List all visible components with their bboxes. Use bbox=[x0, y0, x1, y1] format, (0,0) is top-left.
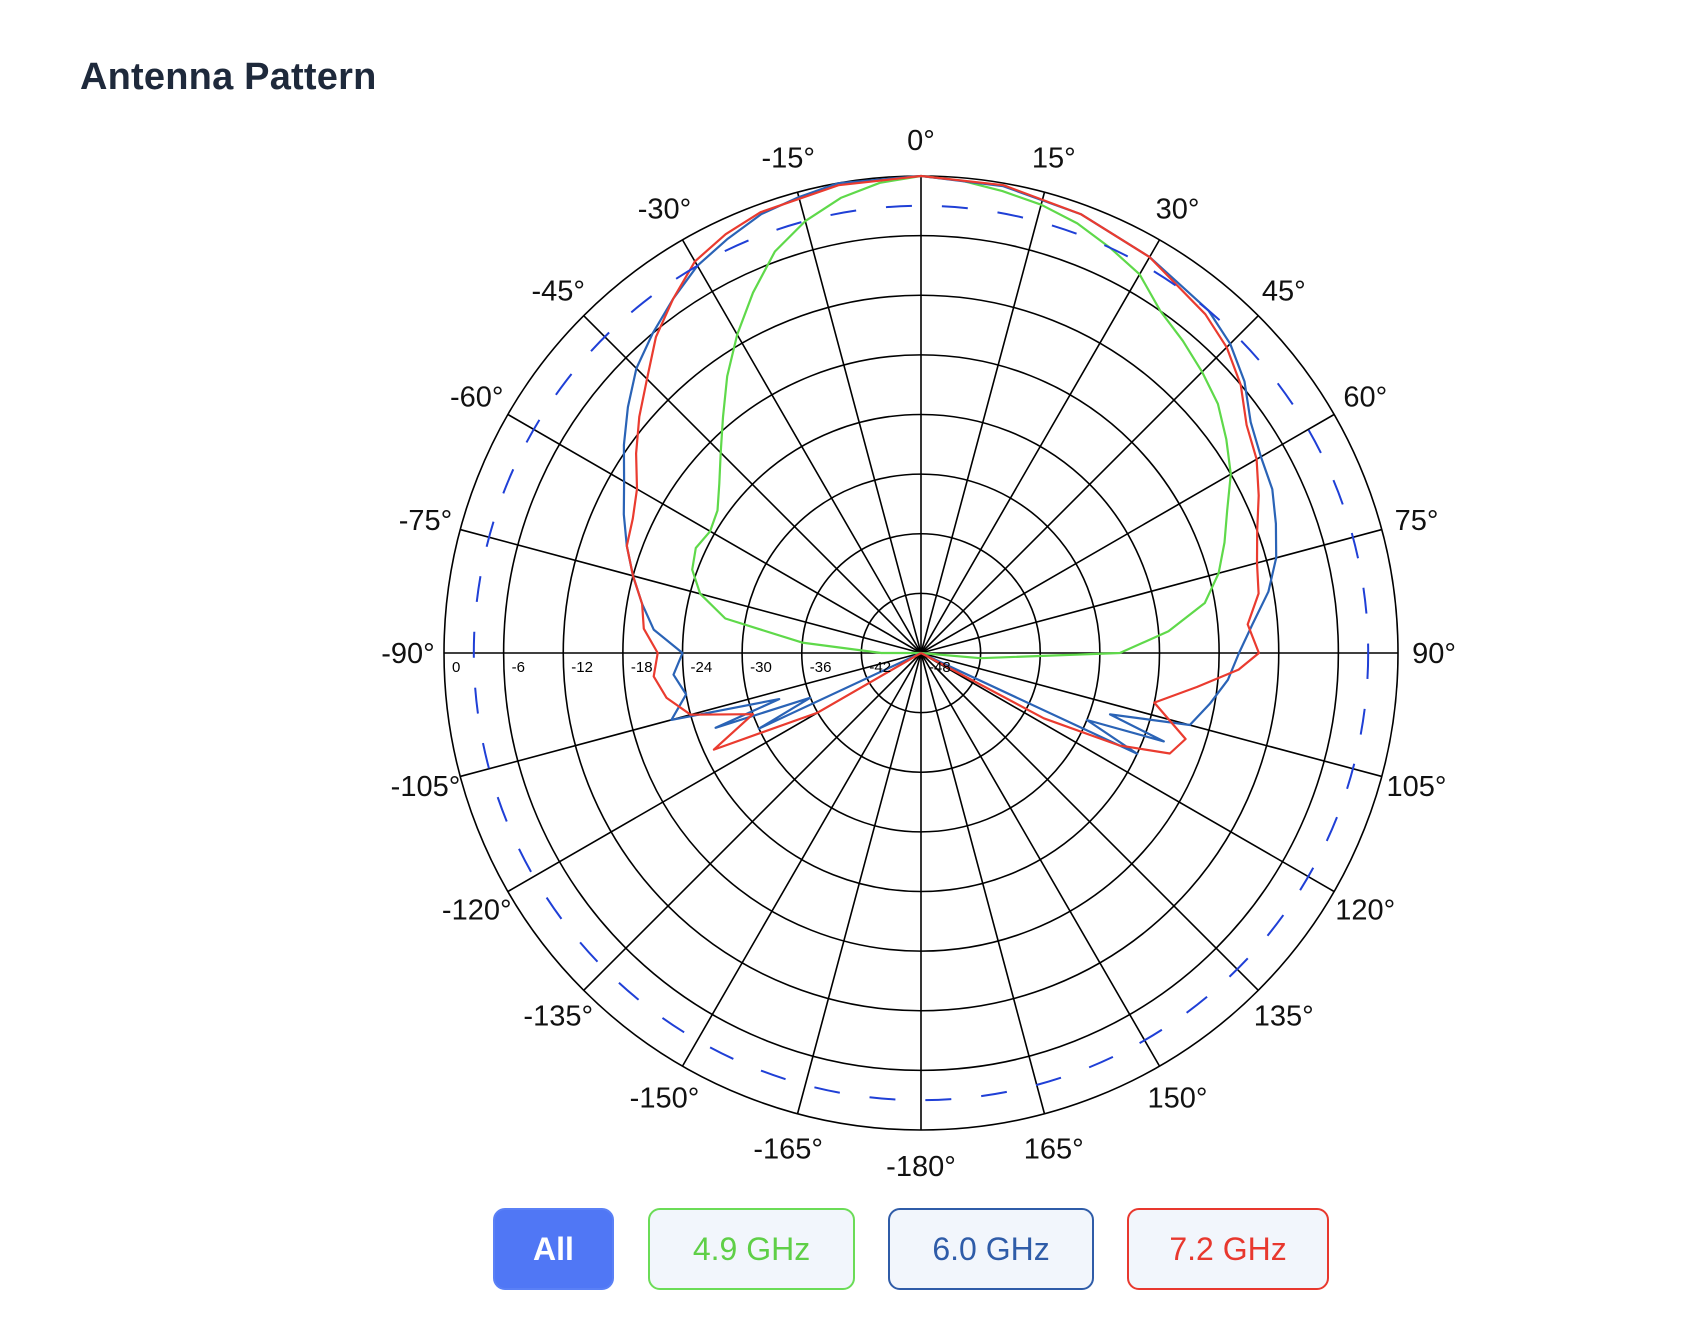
radial-tick-label: -6 bbox=[512, 659, 525, 676]
grid-spoke bbox=[681, 652, 922, 1067]
chart-area: 0 -6 -12 -18 -24 -30 -36 -42 -48 0° 15° 30° 45° 60° 75… bbox=[381, 125, 1456, 1183]
angle-tick-label: -180° bbox=[886, 1151, 956, 1183]
angle-tick-label: 0° bbox=[907, 125, 935, 157]
angle-tick-label: 30° bbox=[1156, 194, 1200, 226]
radial-tick-label: -48 bbox=[929, 659, 951, 676]
grid-spoke bbox=[583, 315, 922, 654]
angle-tick-label: -15° bbox=[761, 142, 815, 174]
series bbox=[472, 174, 1370, 1102]
angle-tick-label: 105° bbox=[1387, 771, 1447, 803]
angle-tick-label: -75° bbox=[399, 505, 453, 537]
filter-6-0ghz-button[interactable]: 6.0 GHz bbox=[888, 1208, 1094, 1290]
angle-tick-label: -90° bbox=[381, 638, 435, 670]
series-line bbox=[625, 174, 1260, 755]
angle-tick-label: 90° bbox=[1412, 638, 1456, 670]
angle-tick-label: 75° bbox=[1395, 505, 1439, 537]
angle-tick-label: 15° bbox=[1032, 142, 1076, 174]
radial-tick-label: -18 bbox=[631, 659, 653, 676]
filter-bar: All 4.9 GHz 6.0 GHz 7.2 GHz bbox=[0, 1208, 1702, 1296]
angle-tick-label: 165° bbox=[1024, 1134, 1084, 1166]
angle-tick-label: 135° bbox=[1254, 1001, 1314, 1033]
filter-all-button[interactable]: All bbox=[493, 1208, 614, 1290]
filter-4-9ghz-button[interactable]: 4.9 GHz bbox=[648, 1208, 855, 1290]
radial-tick-label: -30 bbox=[750, 659, 772, 676]
angle-tick-label: -60° bbox=[450, 382, 504, 414]
angle-tick-label: 120° bbox=[1335, 895, 1395, 927]
grid-spoke bbox=[920, 315, 1259, 654]
grid-spoke bbox=[920, 652, 1046, 1114]
radial-tick-label: -12 bbox=[571, 659, 593, 676]
angle-tick-label: -120° bbox=[442, 895, 512, 927]
grid-spoke bbox=[920, 652, 1382, 778]
grid-spoke bbox=[507, 413, 922, 654]
grid-spoke bbox=[920, 413, 1335, 654]
grid-spoke bbox=[920, 652, 1259, 991]
angle-tick-label: 150° bbox=[1148, 1082, 1208, 1114]
series-line bbox=[472, 204, 1370, 1102]
grid-spoke bbox=[681, 239, 922, 654]
polar-chart: 0 -6 -12 -18 -24 -30 -36 -42 -48 0° 15° 30° 45° 60° 75… bbox=[381, 125, 1456, 1183]
series-line bbox=[622, 174, 1278, 755]
grid-spoke bbox=[460, 528, 922, 654]
grid-spoke bbox=[920, 528, 1382, 654]
radial-tick-label: -36 bbox=[810, 659, 832, 676]
angle-tick-label: -45° bbox=[531, 275, 585, 307]
grid-spoke bbox=[920, 652, 1335, 893]
axis-labels: 0 -6 -12 -18 -24 -30 -36 -42 -48 0° 15° 30° 45° 60° 75… bbox=[381, 125, 1456, 1183]
grid-spoke bbox=[796, 192, 922, 654]
angle-tick-label: -135° bbox=[523, 1001, 593, 1033]
grid-spoke bbox=[920, 652, 1161, 1067]
radial-tick-label: 0 bbox=[452, 659, 460, 676]
grid-spoke bbox=[583, 652, 922, 991]
angle-tick-label: 45° bbox=[1262, 275, 1306, 307]
angle-tick-label: 60° bbox=[1343, 382, 1387, 414]
grid-spoke bbox=[796, 652, 922, 1114]
radial-tick-label: -42 bbox=[869, 659, 891, 676]
page-title: Antenna Pattern bbox=[80, 56, 377, 98]
radial-tick-label: -24 bbox=[691, 659, 713, 676]
angle-tick-label: -150° bbox=[630, 1082, 700, 1114]
angle-tick-label: -105° bbox=[391, 771, 461, 803]
grid-spoke bbox=[920, 192, 1046, 654]
angle-tick-label: -30° bbox=[638, 194, 692, 226]
angle-tick-label: -165° bbox=[753, 1134, 823, 1166]
grid-spoke bbox=[920, 239, 1161, 654]
filter-7-2ghz-button[interactable]: 7.2 GHz bbox=[1127, 1208, 1329, 1290]
